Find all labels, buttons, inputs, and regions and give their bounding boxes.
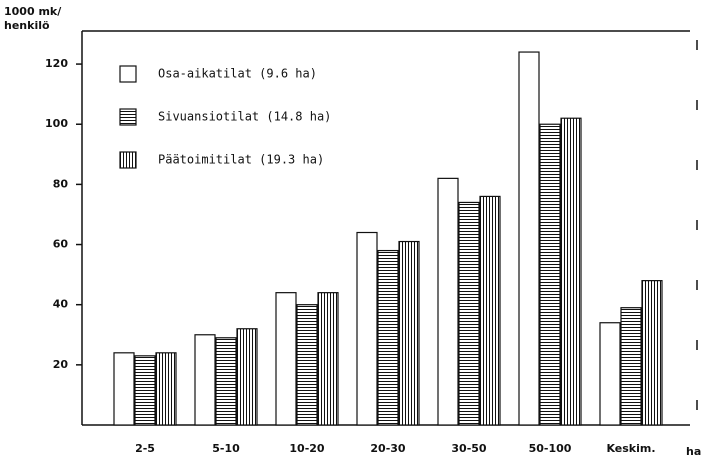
bar <box>560 117 582 426</box>
bar <box>458 201 480 426</box>
bar <box>539 123 561 426</box>
y-tick-label: 80 <box>53 177 69 190</box>
bar <box>275 292 297 426</box>
x-tick-label: 50-100 <box>529 442 572 455</box>
y-axis-label: henkilö <box>4 19 50 32</box>
x-tick-label: Keskim. <box>606 442 655 455</box>
y-tick-label: 40 <box>53 298 69 311</box>
bar <box>620 307 642 426</box>
legend-label: Osa-aikatilat (9.6 ha) <box>158 67 317 81</box>
bar <box>155 352 177 426</box>
legend-label: Sivuansiotilat (14.8 ha) <box>158 110 331 124</box>
bar <box>437 177 459 426</box>
x-tick-label: 5-10 <box>212 442 240 455</box>
bar <box>398 240 420 426</box>
bar <box>215 337 237 426</box>
y-tick-label: 100 <box>45 117 68 130</box>
x-tick-label: 20-30 <box>370 442 406 455</box>
legend-swatch <box>119 151 137 169</box>
y-axis-label: 1000 mk/ <box>4 5 62 18</box>
x-tick-label: 10-20 <box>289 442 325 455</box>
bar <box>479 195 501 426</box>
legend-label: Päätoimitilat (19.3 ha) <box>158 153 324 167</box>
bar <box>356 231 378 426</box>
x-axis-label: ha <box>686 445 701 458</box>
bar <box>641 280 663 426</box>
x-tick-label: 30-50 <box>451 442 487 455</box>
bar <box>599 322 621 426</box>
legend-swatch <box>119 65 137 83</box>
legend-swatch <box>119 108 137 126</box>
x-tick-label: 2-5 <box>135 442 155 455</box>
y-tick-label: 60 <box>53 238 69 251</box>
bar <box>236 328 258 426</box>
y-tick-label: 120 <box>45 57 68 70</box>
bar <box>317 292 339 426</box>
bar <box>377 249 399 426</box>
bar <box>518 51 540 426</box>
bar <box>113 352 135 426</box>
bar <box>194 334 216 426</box>
bar <box>134 355 156 426</box>
y-tick-label: 20 <box>53 358 69 371</box>
bar <box>296 304 318 426</box>
